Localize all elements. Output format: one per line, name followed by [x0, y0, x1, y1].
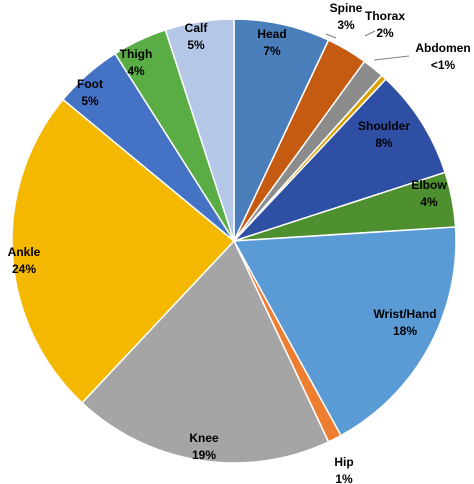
data-label-name-foot: Foot	[77, 77, 103, 91]
data-label-value-calf: 5%	[187, 38, 205, 52]
data-label-value-hip: 1%	[335, 472, 353, 484]
data-label-calf: Calf 5%	[185, 21, 209, 52]
data-label-thorax: Thorax 2%	[365, 9, 405, 40]
data-label-value-knee: 19%	[192, 448, 216, 462]
data-label-name-abdomen: Abdomen	[415, 41, 470, 55]
data-label-name-hip: Hip	[334, 455, 353, 469]
data-label-name-spine: Spine	[330, 1, 363, 15]
data-label-ankle: Ankle 24%	[8, 245, 41, 276]
data-label-hip: Hip 1%	[334, 455, 353, 484]
leader-line-abdomen	[373, 55, 410, 61]
data-label-name-thorax: Thorax	[365, 9, 405, 23]
data-label-value-head: 7%	[263, 44, 281, 58]
leader-line-thorax	[364, 30, 376, 37]
data-label-thigh: Thigh 4%	[120, 47, 153, 78]
data-label-name-calf: Calf	[185, 21, 209, 35]
data-label-value-foot: 5%	[81, 94, 99, 108]
data-label-name-knee: Knee	[189, 431, 219, 445]
pie-slice-knee	[80, 239, 330, 464]
data-label-value-ankle: 24%	[12, 262, 36, 276]
pie-slice-calf	[164, 18, 235, 242]
data-label-elbow: Elbow 4%	[411, 178, 447, 209]
data-label-name-head: Head	[257, 27, 286, 41]
data-label-abdomen: Abdomen <1%	[415, 41, 470, 72]
data-label-value-thigh: 4%	[127, 64, 145, 78]
data-label-wrist-hand: Wrist/Hand 18%	[373, 307, 436, 338]
data-label-head: Head 7%	[257, 27, 286, 58]
data-label-name-thigh: Thigh	[120, 47, 153, 61]
data-label-spine: Spine 3%	[330, 1, 363, 32]
leader-line-spine	[325, 33, 337, 39]
data-label-value-elbow: 4%	[420, 195, 438, 209]
data-label-shoulder: Shoulder 8%	[358, 119, 410, 150]
pie-slice-ankle	[11, 98, 236, 404]
data-label-name-elbow: Elbow	[411, 178, 447, 192]
data-label-name-wrist-hand: Wrist/Hand	[373, 307, 436, 321]
data-label-value-thorax: 2%	[376, 26, 394, 40]
data-label-value-abdomen: <1%	[431, 58, 456, 72]
pie-slice-wrist-hand	[232, 226, 457, 437]
data-label-knee: Knee 19%	[189, 431, 219, 462]
pie-slice-shoulder	[233, 78, 447, 242]
data-label-value-shoulder: 8%	[375, 136, 393, 150]
data-label-name-shoulder: Shoulder	[358, 119, 410, 133]
data-label-foot: Foot 5%	[77, 77, 103, 108]
data-label-name-ankle: Ankle	[8, 245, 41, 259]
data-label-value-spine: 3%	[337, 18, 355, 32]
data-label-value-wrist-hand: 18%	[393, 324, 417, 338]
